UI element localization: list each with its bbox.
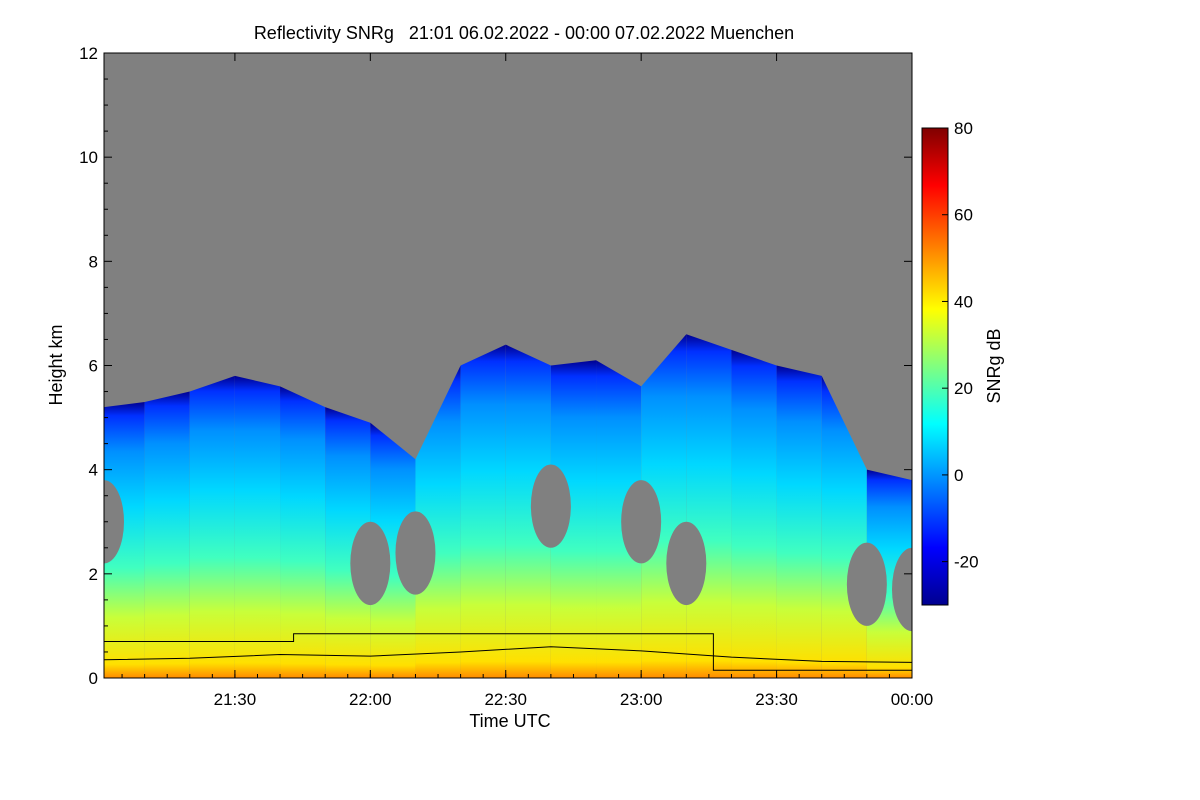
y-tick-label: 2: [89, 565, 98, 584]
y-axis: 0 2 4 6 8 10 12: [79, 44, 912, 688]
echo-gap-2200: [350, 521, 391, 606]
y-tick-label: 12: [79, 44, 98, 63]
y-tick-label: 8: [89, 252, 98, 271]
overlay-line-2: [104, 646, 912, 663]
y-tick-label: 10: [79, 148, 98, 167]
echo-column-2350: [866, 469, 912, 678]
colorbar-tick-label: 20: [954, 379, 973, 398]
echo-column-2200: [370, 422, 416, 678]
x-tick-label: 22:30: [484, 690, 527, 709]
x-axis-title: Time UTC: [469, 711, 550, 731]
echo-column-2101: [104, 401, 145, 678]
echo-column-2120: [189, 375, 235, 678]
x-tick-label: 00:00: [891, 690, 934, 709]
echo-column-2240: [550, 360, 597, 678]
colorbar-tick-label: -20: [954, 553, 979, 572]
colorbar-tick-label: 0: [954, 466, 963, 485]
y-tick-label: 6: [89, 357, 98, 376]
echo-column-2230: [505, 344, 551, 678]
echo-column-2110: [144, 391, 190, 678]
echo-column-2220: [460, 344, 506, 678]
echo-column-2210: [415, 365, 461, 678]
colorbar-gradient: [921, 127, 949, 606]
colorbar-tick-label: 60: [954, 206, 973, 225]
x-tick-label: 23:30: [755, 690, 798, 709]
echo-column-2130: [234, 375, 281, 678]
x-tick-label: 21:30: [214, 690, 257, 709]
chart-title: Reflectivity SNRg 21:01 06.02.2022 - 00:…: [254, 23, 794, 43]
colorbar-ticks: 80 60 40 20 0 -20: [942, 119, 979, 572]
echo-column-2150: [325, 407, 371, 678]
echo-column-2330: [776, 365, 822, 678]
echo-gaps: [104, 464, 912, 632]
echo-gap-2350: [846, 542, 887, 626]
x-axis: 21:30 22:00 22:30 23:00 23:30 00:00: [121, 53, 934, 709]
overlay-lines: [104, 633, 912, 671]
echo-gap-0000: [892, 547, 912, 632]
echo-gap-2310: [666, 521, 707, 606]
echo-gap-2240: [530, 464, 571, 548]
echo-columns: [104, 334, 912, 678]
echo-gap-2101: [104, 480, 124, 564]
y-tick-label: 4: [89, 461, 98, 480]
echo-column-2140: [280, 386, 326, 678]
y-axis-title: Height km: [46, 324, 66, 405]
echo-column-2310: [686, 334, 732, 678]
echo-gap-2210: [395, 511, 436, 595]
echo-column-2250: [596, 360, 642, 678]
colorbar-tick-label: 40: [954, 292, 973, 311]
plot-area: [104, 53, 912, 678]
colorbar: 80 60 40 20 0 -20 SNRg dB: [921, 119, 1004, 606]
colorbar-tick-label: 80: [954, 119, 973, 138]
y-tick-label: 0: [89, 669, 98, 688]
echo-gap-2300: [621, 480, 662, 564]
echo-column-2320: [731, 349, 777, 678]
x-tick-label: 23:00: [620, 690, 663, 709]
overlay-line-1: [104, 633, 912, 671]
colorbar-title: SNRg dB: [984, 328, 1004, 403]
x-tick-label: 22:00: [349, 690, 392, 709]
